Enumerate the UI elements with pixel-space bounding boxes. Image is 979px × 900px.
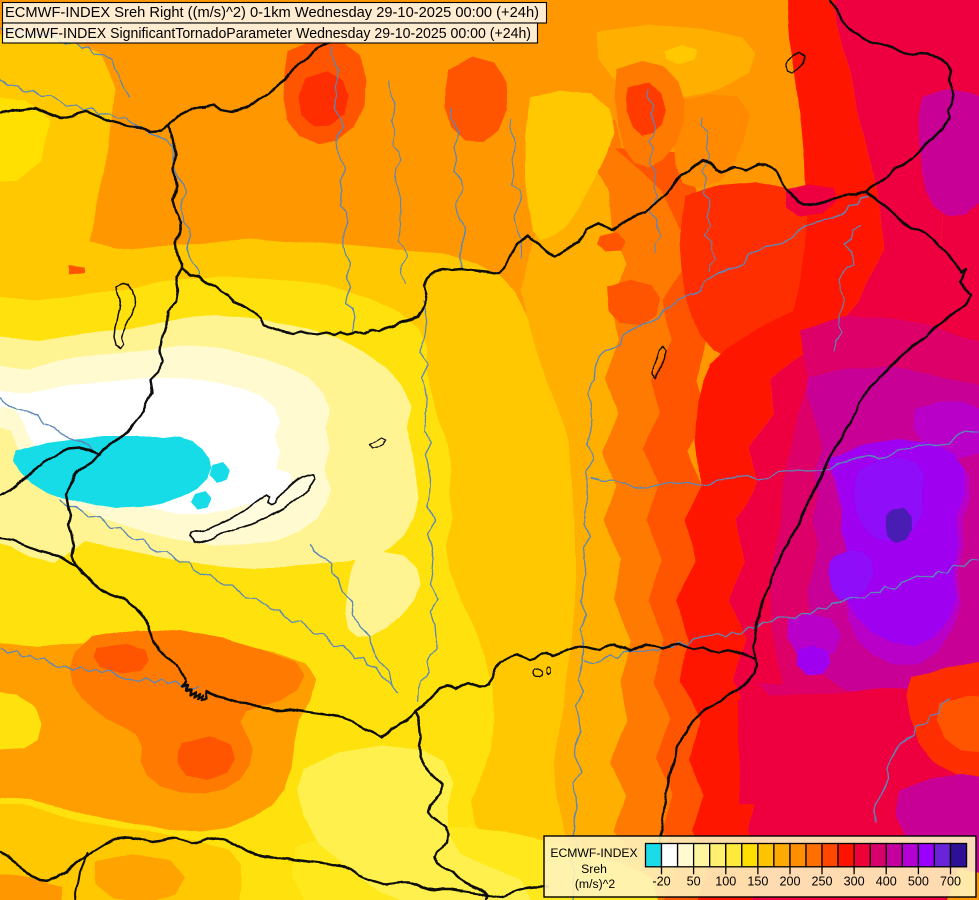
svg-text:ECMWF-INDEX: ECMWF-INDEX: [550, 846, 637, 860]
svg-text:100: 100: [715, 875, 736, 889]
svg-text:500: 500: [908, 875, 929, 889]
svg-text:(m/s)^2: (m/s)^2: [575, 877, 615, 891]
svg-text:200: 200: [779, 875, 800, 889]
svg-text:250: 250: [811, 875, 832, 889]
svg-text:150: 150: [747, 875, 768, 889]
svg-text:-20: -20: [652, 875, 670, 889]
svg-text:50: 50: [687, 875, 701, 889]
svg-text:ECMWF-INDEX SignificantTornado: ECMWF-INDEX SignificantTornadoParameter …: [5, 25, 531, 42]
svg-text:ECMWF-INDEX Sreh Right ((m/s)^: ECMWF-INDEX Sreh Right ((m/s)^2) 0-1km W…: [5, 4, 539, 21]
svg-text:Sreh: Sreh: [581, 862, 607, 876]
svg-text:300: 300: [844, 875, 865, 889]
svg-text:700: 700: [940, 875, 961, 889]
svg-text:400: 400: [876, 875, 897, 889]
